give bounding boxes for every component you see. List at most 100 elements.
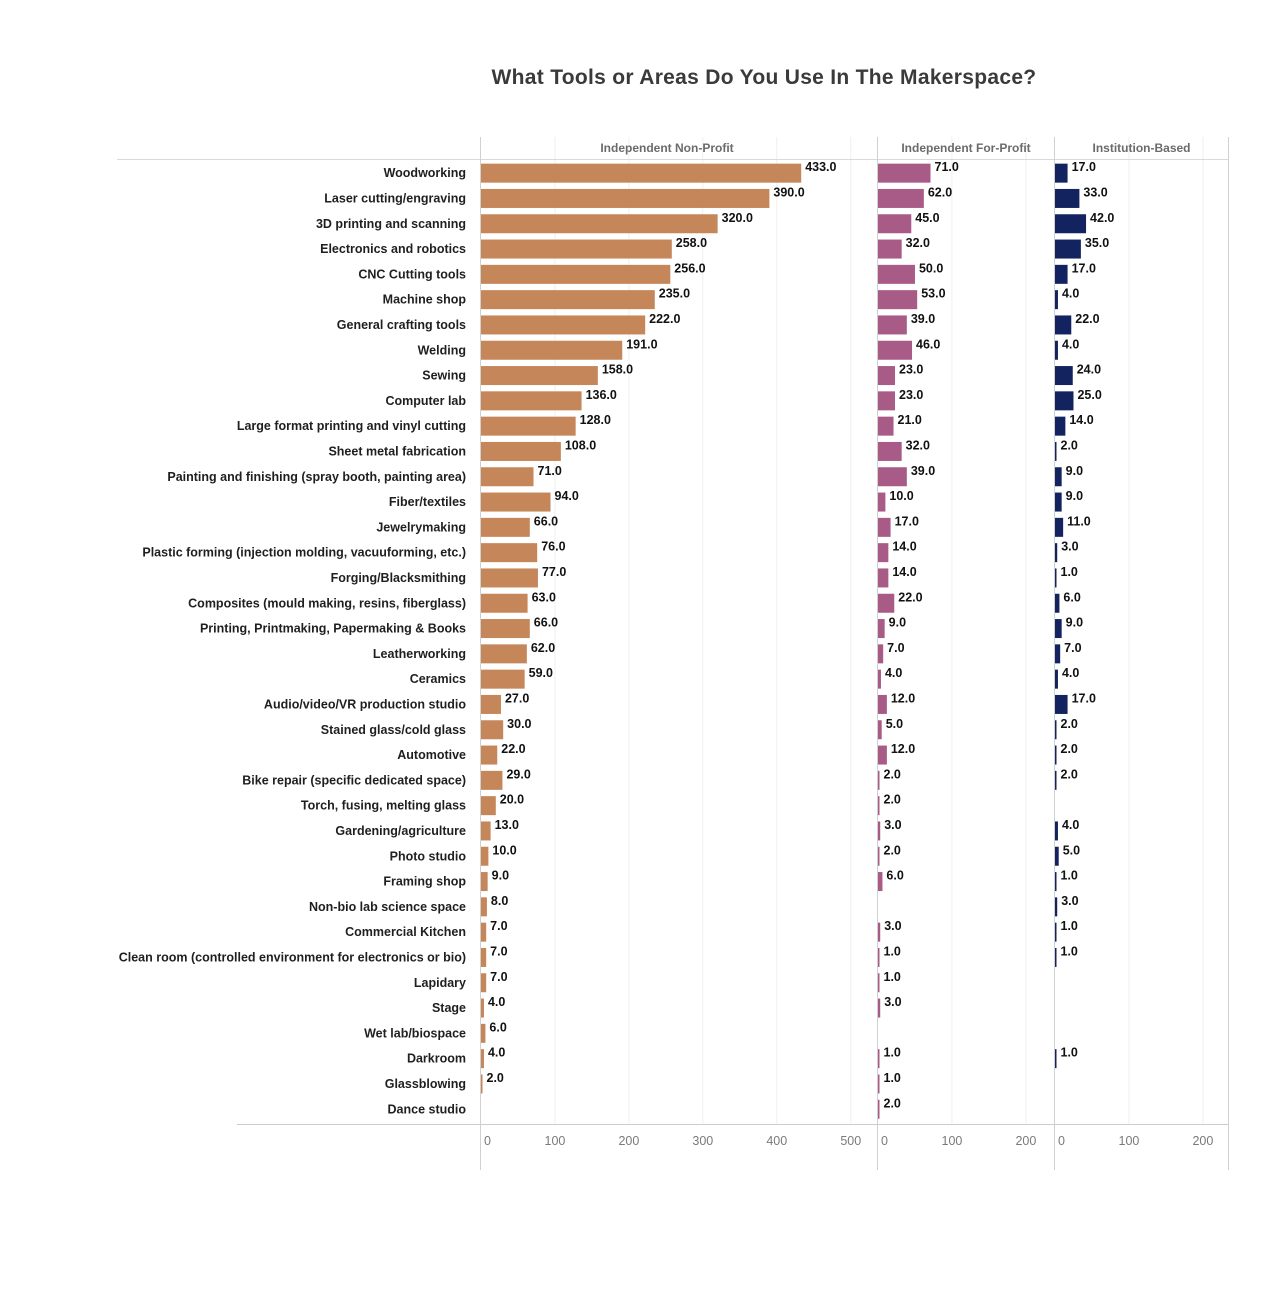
value-label: 4.0 (1062, 666, 1079, 680)
bar-independent-non-profit (481, 644, 527, 664)
category-label: Fiber/textiles (389, 495, 466, 509)
value-label: 3.0 (884, 818, 901, 832)
bar-independent-non-profit (481, 593, 528, 613)
value-label: 191.0 (626, 337, 657, 351)
value-label: 62.0 (928, 185, 952, 199)
category-label: Composites (mould making, resins, fiberg… (188, 596, 466, 610)
category-label: Painting and finishing (spray booth, pai… (167, 470, 466, 484)
bar-independent-for-profit (878, 492, 886, 512)
tick-label: 100 (545, 1134, 566, 1148)
tick-label: 0 (881, 1134, 888, 1148)
bar-independent-non-profit (481, 669, 525, 689)
value-label: 39.0 (911, 464, 935, 478)
category-label: Wet lab/biospace (364, 1026, 466, 1040)
category-label: Framing shop (383, 875, 466, 889)
value-label: 3.0 (1061, 540, 1078, 554)
bar-independent-for-profit (878, 264, 915, 284)
category-label: Ceramics (410, 672, 466, 686)
value-label: 4.0 (1062, 337, 1079, 351)
bar-independent-for-profit (878, 922, 881, 942)
category-label: Forging/Blacksmithing (331, 571, 466, 585)
tick-label: 100 (942, 1134, 963, 1148)
bar-independent-non-profit (481, 796, 496, 816)
tick-label: 300 (692, 1134, 713, 1148)
value-label: 3.0 (884, 919, 901, 933)
bar-institution-based (1055, 315, 1072, 335)
bar-independent-non-profit (481, 492, 551, 512)
value-label: 23.0 (899, 388, 923, 402)
value-label: 42.0 (1090, 211, 1114, 225)
category-label: Sheet metal fabrication (328, 444, 466, 458)
tick-label: 200 (618, 1134, 639, 1148)
category-label: Darkroom (407, 1052, 466, 1066)
bar-independent-for-profit (878, 973, 880, 993)
category-label: 3D printing and scanning (316, 217, 466, 231)
value-label: 9.0 (1066, 464, 1083, 478)
bar-institution-based (1055, 568, 1057, 588)
bar-independent-non-profit (481, 745, 498, 765)
value-label: 4.0 (488, 995, 505, 1009)
bar-independent-non-profit (481, 391, 582, 411)
bar-independent-for-profit (878, 947, 880, 967)
bar-independent-for-profit (878, 214, 912, 234)
bar-independent-for-profit (878, 998, 881, 1018)
value-label: 2.0 (487, 1071, 504, 1085)
bar-independent-for-profit (878, 239, 902, 259)
value-label: 22.0 (501, 742, 525, 756)
value-label: 9.0 (492, 869, 509, 883)
value-label: 66.0 (534, 514, 558, 528)
category-label: Jewelrymaking (376, 520, 466, 534)
bar-institution-based (1055, 163, 1068, 183)
bar-independent-for-profit (878, 644, 884, 664)
bar-independent-for-profit (878, 720, 882, 740)
bar-independent-for-profit (878, 619, 885, 639)
value-label: 27.0 (505, 691, 529, 705)
value-label: 45.0 (915, 211, 939, 225)
bar-independent-non-profit (481, 1049, 484, 1069)
value-label: 17.0 (1072, 691, 1096, 705)
bar-institution-based (1055, 669, 1058, 689)
bar-independent-for-profit (878, 467, 907, 487)
value-label: 14.0 (1069, 413, 1093, 427)
tick-label: 100 (1119, 1134, 1140, 1148)
value-label: 22.0 (898, 590, 922, 604)
bar-independent-non-profit (481, 188, 770, 208)
value-label: 14.0 (892, 565, 916, 579)
value-label: 3.0 (884, 995, 901, 1009)
bar-independent-non-profit (481, 770, 503, 790)
value-label: 4.0 (488, 1046, 505, 1060)
value-label: 46.0 (916, 337, 940, 351)
value-label: 17.0 (1072, 261, 1096, 275)
value-label: 5.0 (1063, 843, 1080, 857)
bar-independent-non-profit (481, 897, 487, 917)
bar-institution-based (1055, 1049, 1057, 1069)
bar-independent-non-profit (481, 239, 672, 259)
bar-institution-based (1055, 239, 1081, 259)
value-label: 6.0 (886, 869, 903, 883)
category-label: Machine shop (383, 293, 467, 307)
bar-independent-non-profit (481, 947, 487, 967)
value-label: 23.0 (899, 363, 923, 377)
value-label: 66.0 (534, 616, 558, 630)
bar-independent-for-profit (878, 543, 889, 563)
category-label: Stained glass/cold glass (321, 723, 466, 737)
value-label: 24.0 (1077, 363, 1101, 377)
bar-independent-non-profit (481, 315, 646, 335)
value-label: 13.0 (495, 818, 519, 832)
value-label: 35.0 (1085, 236, 1109, 250)
tick-label: 0 (484, 1134, 491, 1148)
value-label: 433.0 (805, 160, 836, 174)
category-label: Audio/video/VR production studio (264, 697, 466, 711)
value-label: 9.0 (889, 616, 906, 630)
bar-independent-for-profit (878, 517, 891, 537)
value-label: 76.0 (541, 540, 565, 554)
bar-institution-based (1055, 846, 1059, 866)
bar-independent-non-profit (481, 340, 623, 360)
bar-institution-based (1055, 340, 1058, 360)
bar-institution-based (1055, 922, 1057, 942)
bar-institution-based (1055, 897, 1058, 917)
bar-independent-for-profit (878, 441, 902, 461)
bar-independent-for-profit (878, 745, 887, 765)
axis-ticks: 0 100 200 300 400 500 0 100 200 0 100 200 (484, 1134, 1213, 1148)
category-label: Photo studio (390, 849, 467, 863)
